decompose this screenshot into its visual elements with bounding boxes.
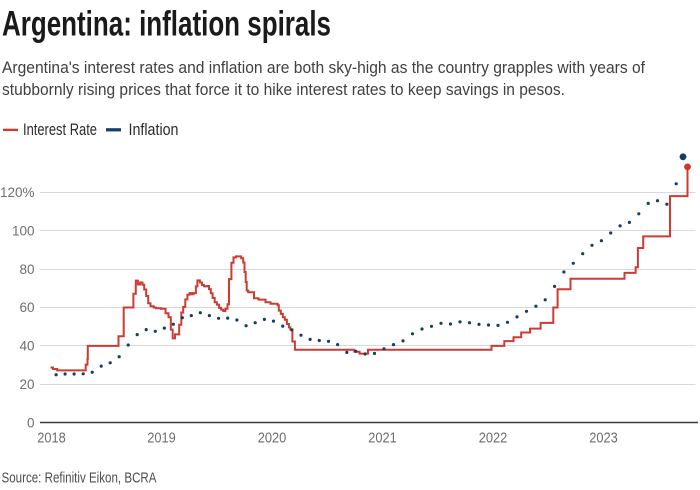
svg-text:Interest Rate: Interest Rate (23, 121, 97, 139)
svg-text:Inflation: Inflation (129, 121, 179, 139)
svg-text:20: 20 (19, 377, 34, 392)
svg-text:0: 0 (27, 415, 35, 430)
svg-text:80: 80 (19, 262, 34, 277)
svg-text:40: 40 (19, 339, 34, 354)
svg-text:stubbornly rising prices that: stubbornly rising prices that force it t… (2, 80, 565, 99)
svg-text:Source: Refinitiv Eikon, BCRA: Source: Refinitiv Eikon, BCRA (2, 471, 157, 487)
svg-text:2021: 2021 (368, 431, 397, 447)
svg-text:120%: 120% (0, 185, 35, 200)
svg-text:60: 60 (19, 300, 34, 315)
svg-text:2018: 2018 (37, 431, 66, 447)
svg-text:2023: 2023 (589, 431, 618, 447)
svg-text:2020: 2020 (258, 431, 287, 447)
svg-text:Argentina's interest rates and: Argentina's interest rates and inflation… (2, 58, 645, 77)
svg-text:2019: 2019 (147, 431, 176, 447)
svg-text:100: 100 (12, 223, 35, 238)
svg-text:2022: 2022 (479, 431, 508, 447)
svg-text:Argentina: inflation spirals: Argentina: inflation spirals (2, 4, 331, 44)
